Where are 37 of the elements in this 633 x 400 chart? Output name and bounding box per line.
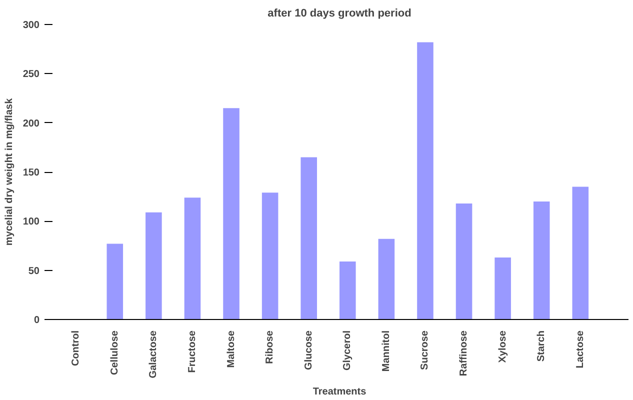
bar [378,238,395,320]
bar [340,261,356,320]
x-tick-label: Xylose [497,330,508,363]
bar [300,157,317,320]
y-tick-label: 0 [34,315,40,326]
x-tick-label: Maltose [226,330,237,368]
bar [146,212,162,320]
y-tick-label: 300 [22,20,40,31]
x-tick-label: Raffinose [458,330,470,376]
x-tick-label: Lactose [574,330,586,368]
bar [417,42,434,320]
x-tick-label: Starch [536,330,548,362]
x-tick-label: Ribose [264,330,276,364]
x-tick-label: Glucose [303,330,314,370]
bar [106,244,124,320]
bar [184,198,201,320]
y-tick-label: 250 [22,69,40,80]
x-tick-label: Control [70,330,82,366]
y-axis-title: mycelial dry weight in mg/flask [4,98,15,246]
bar [533,202,550,320]
x-tick-label: Cellulose [109,330,120,375]
x-tick-label: Sucrose [420,330,431,370]
y-tick-label: 50 [28,266,40,277]
x-tick-label: Mannitol [380,330,392,372]
y-tick-label: 100 [22,216,40,228]
bar [572,186,589,320]
bar [494,258,511,320]
x-axis-title: Treatments [312,386,367,398]
y-tick-label: 200 [22,118,40,130]
chart-title: after 10 days growth period [268,8,412,20]
x-tick-label: Fructose [186,330,198,373]
x-tick-label: Galactose [148,330,160,378]
bar [223,108,240,320]
bar [262,192,278,320]
x-tick-label: Glycerol [342,330,354,371]
y-tick-label: 150 [22,168,40,178]
bar [456,203,472,320]
